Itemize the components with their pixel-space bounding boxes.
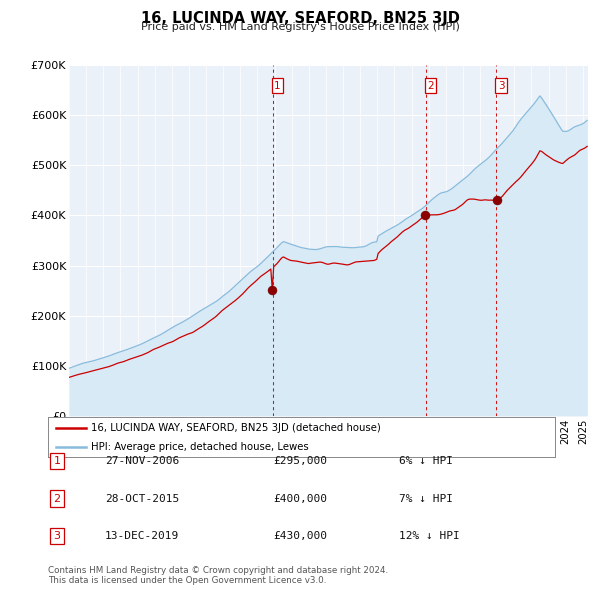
Text: 16, LUCINDA WAY, SEAFORD, BN25 3JD: 16, LUCINDA WAY, SEAFORD, BN25 3JD bbox=[140, 11, 460, 25]
Text: 3: 3 bbox=[53, 531, 61, 540]
Text: 1: 1 bbox=[274, 81, 281, 91]
Text: £295,000: £295,000 bbox=[273, 457, 327, 466]
Text: 2: 2 bbox=[53, 494, 61, 503]
Text: 13-DEC-2019: 13-DEC-2019 bbox=[105, 531, 179, 540]
Text: £400,000: £400,000 bbox=[273, 494, 327, 503]
Text: 27-NOV-2006: 27-NOV-2006 bbox=[105, 457, 179, 466]
Text: 3: 3 bbox=[498, 81, 505, 91]
Text: 7% ↓ HPI: 7% ↓ HPI bbox=[399, 494, 453, 503]
Text: 16, LUCINDA WAY, SEAFORD, BN25 3JD (detached house): 16, LUCINDA WAY, SEAFORD, BN25 3JD (deta… bbox=[91, 423, 381, 433]
Text: 6% ↓ HPI: 6% ↓ HPI bbox=[399, 457, 453, 466]
Text: 28-OCT-2015: 28-OCT-2015 bbox=[105, 494, 179, 503]
Text: 12% ↓ HPI: 12% ↓ HPI bbox=[399, 531, 460, 540]
Text: 2: 2 bbox=[427, 81, 434, 91]
Text: Contains HM Land Registry data © Crown copyright and database right 2024.
This d: Contains HM Land Registry data © Crown c… bbox=[48, 566, 388, 585]
Text: £430,000: £430,000 bbox=[273, 531, 327, 540]
Text: 1: 1 bbox=[53, 457, 61, 466]
Text: HPI: Average price, detached house, Lewes: HPI: Average price, detached house, Lewe… bbox=[91, 442, 309, 452]
Text: Price paid vs. HM Land Registry's House Price Index (HPI): Price paid vs. HM Land Registry's House … bbox=[140, 22, 460, 32]
